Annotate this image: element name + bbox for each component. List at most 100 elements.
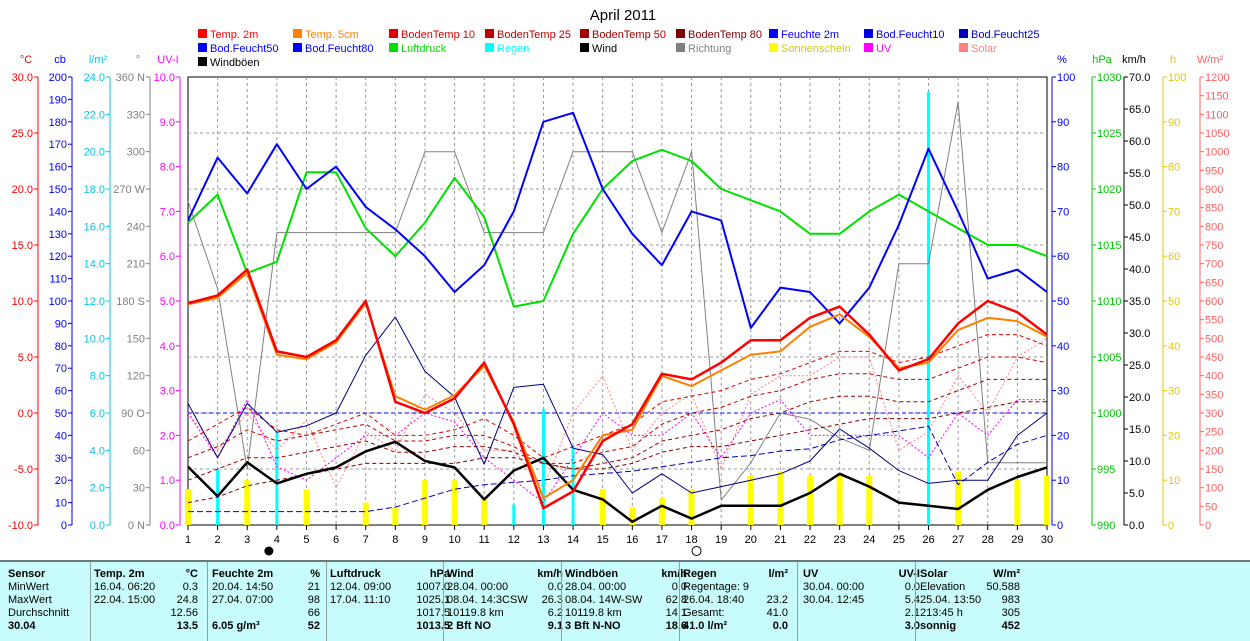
table-cell: %	[310, 568, 320, 580]
axis-tick-label: 150	[1205, 464, 1223, 476]
sunshine-bar	[955, 471, 962, 525]
axis-tick-label: 1000	[1205, 147, 1229, 159]
axis-tick-label: 210	[127, 259, 145, 271]
axis-tick-label: 600	[1205, 296, 1223, 308]
axis-tick-label: 170	[49, 139, 67, 151]
table-cell: 25.04. 13:50	[920, 594, 982, 606]
legend-swatch	[959, 29, 968, 38]
humidity-line	[187, 111, 1048, 329]
table-cell: 3.0	[904, 620, 920, 632]
axis-tick-label: 20	[1168, 430, 1180, 442]
x-tick-label: 8	[392, 534, 398, 546]
x-tick-label: 6	[333, 534, 339, 546]
column-separator	[797, 562, 798, 641]
rain-bar	[571, 446, 575, 525]
table-cell: 22.04. 15:00	[94, 594, 156, 606]
table-cell: Luftdruck	[330, 568, 381, 580]
axis-tick-label: 7.0	[160, 206, 175, 218]
table-cell: 2.1	[904, 607, 920, 619]
axis-tick-label: 850	[1205, 203, 1223, 215]
axis-tick-label: 1150	[1205, 91, 1229, 103]
x-tick-label: 16	[626, 534, 638, 546]
legend-label: Bod.Feucht10	[876, 29, 945, 41]
axis-tick-label: 1025	[1097, 128, 1121, 140]
column-separator	[915, 562, 916, 641]
x-tick-label: 24	[863, 534, 875, 546]
table-cell: 0.0	[772, 620, 788, 632]
x-tick-label: 27	[952, 534, 964, 546]
axis-tick-label: 160	[49, 162, 67, 174]
table-cell: 12.04. 09:00	[330, 581, 392, 593]
axis-tick-label: 60.0	[1129, 136, 1150, 148]
axis-tick-label: 100	[49, 296, 67, 308]
axis-tick-label: 2.0	[90, 483, 105, 495]
legend-label: Richtung	[688, 43, 731, 55]
legend-swatch	[769, 29, 778, 38]
table-cell: 13.5	[176, 620, 198, 632]
table-cell: 98	[307, 594, 320, 606]
sunshine-bar	[1014, 480, 1021, 525]
axis-tick-label: 1030	[1097, 72, 1121, 84]
axis-tick-label: 40	[1168, 341, 1180, 353]
gust-line	[187, 316, 1048, 494]
table-cell: Windböen	[565, 568, 619, 580]
axis-tick-label: 120	[49, 251, 67, 263]
chart-title: April 2011	[590, 7, 656, 24]
table-cell: 62.8	[665, 594, 687, 606]
plot-area	[185, 91, 1050, 525]
axis-tick-label: 180 S	[116, 296, 145, 308]
axis-tick-label: 10	[55, 498, 67, 510]
legend-swatch	[864, 29, 873, 38]
x-tick-label: 28	[982, 534, 994, 546]
legend-swatch	[485, 43, 494, 52]
x-tick-label: 22	[804, 534, 816, 546]
legend-label: Sonnenschein	[781, 43, 851, 55]
axis-tick-label: 3.0	[160, 386, 175, 398]
sunshine-bar	[629, 507, 636, 525]
soilmoist25-line	[188, 425, 1048, 513]
full-moon-icon	[691, 546, 702, 556]
sunshine-bar	[481, 498, 488, 525]
table-cell: l/m²	[768, 568, 788, 580]
x-tick-label: 9	[422, 534, 428, 546]
axis-tick-label: 10.0	[12, 296, 33, 308]
axis-tick-label: 4.0	[90, 445, 105, 457]
legend-swatch	[769, 43, 778, 52]
axis-tick-label: 90 O	[121, 408, 145, 420]
axis-tick-label: 250	[1205, 427, 1223, 439]
table-row: MaxWert 22.04. 15:00 24.8 27.04. 07:00 98 17.…	[0, 594, 1250, 607]
table-separator	[0, 560, 1250, 562]
soiltemp80-line	[187, 401, 1047, 504]
table-cell: 0.3	[182, 581, 198, 593]
axis-tick-label: 15.0	[1129, 424, 1150, 436]
sunshine-bar	[599, 489, 606, 525]
axis-tick-label: 30	[55, 453, 67, 465]
axis-unit: °	[136, 54, 140, 66]
table-cell: 30.04. 12:45	[803, 594, 865, 606]
axis-tick-label: 500	[1205, 333, 1223, 345]
axis-tick-label: 20.0	[12, 184, 33, 196]
x-tick-label: 30	[1041, 534, 1053, 546]
table-cell: Feuchte 2m	[212, 568, 274, 580]
axis-tick-label: 20.0	[1129, 392, 1150, 404]
axis-tick-label: 1200	[1205, 72, 1229, 84]
axis-tick-label: 0	[1057, 520, 1063, 532]
axis-tick-label: 110	[49, 274, 67, 286]
axis-tick-label: 60	[1057, 251, 1069, 263]
weather-chart: April 2011 Temp. 2m Temp. 5cm BodenTemp 10…	[8, 7, 1229, 556]
table-cell: MinWert	[8, 581, 49, 593]
table-row: Durchschnitt 12.56 66 1017.5 10119.8 km 6.2 10…	[0, 607, 1250, 620]
axis-tick-label: 60	[55, 386, 67, 398]
wind-line	[187, 440, 1048, 524]
soiltemp25-line	[187, 356, 1048, 464]
table-cell: 41.0 l/m²	[683, 620, 728, 632]
table-cell: 2 Bft NO	[447, 620, 491, 632]
axis-tick-label: 800	[1205, 221, 1223, 233]
x-tick-label: 20	[745, 534, 757, 546]
rain-bar	[927, 91, 931, 525]
axis-unit: W/m²	[1197, 54, 1224, 66]
table-cell: 28.04. 00:00	[565, 581, 627, 593]
axis-tick-label: 650	[1205, 277, 1223, 289]
sunshine-bar	[421, 480, 428, 525]
x-tick-label: 26	[922, 534, 934, 546]
